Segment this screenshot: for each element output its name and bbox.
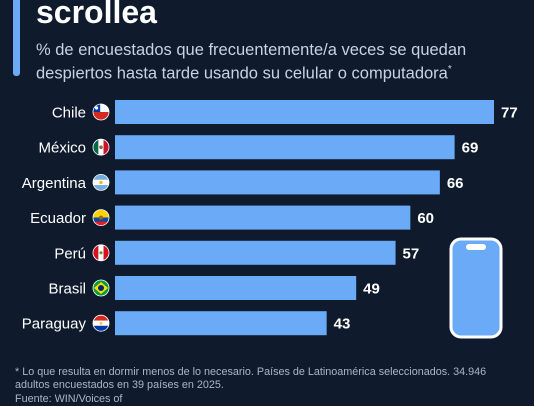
category-label: Argentina: [22, 175, 87, 192]
source: Fuente: WIN/Voices of: [15, 393, 123, 405]
flag-icon: [92, 314, 110, 332]
flag-icon: [92, 174, 110, 191]
chart-title: scrollea: [36, 0, 157, 30]
bar-row-3: [115, 170, 440, 195]
bar-row-5: [115, 240, 396, 265]
flag-icon: [92, 138, 110, 156]
flag-icon: [92, 209, 110, 226]
value-label: 60: [417, 210, 434, 227]
category-label: Paraguay: [22, 316, 87, 333]
value-label: 66: [447, 175, 464, 192]
flag-icon: [92, 103, 110, 121]
bar-row-4: [115, 205, 411, 230]
bar-chart: Chile 77 México 69 Argentina 66 Ecuador 60 Perú 5…: [22, 100, 518, 336]
accent-bar: [13, 0, 20, 76]
value-label: 69: [462, 140, 479, 157]
bar-row-2: [115, 135, 455, 160]
value-label: 43: [334, 316, 351, 333]
subtitle-footnote-mark: *: [447, 64, 452, 75]
flag-icon: [92, 279, 110, 297]
bar-row-7: [115, 311, 327, 336]
chart-subtitle: % de encuestados que frecuentemente/a ve…: [36, 40, 516, 84]
value-label: 77: [501, 105, 518, 122]
smartphone-icon: [449, 237, 503, 339]
category-label: Brasil: [48, 281, 86, 298]
flag-icon: [92, 244, 110, 262]
footnote: * Lo que resulta en dormir menos de lo n…: [15, 366, 487, 391]
value-label: 49: [363, 281, 380, 298]
value-label: 57: [403, 245, 420, 262]
category-label: México: [38, 140, 86, 157]
category-label: Perú: [54, 245, 86, 262]
bar-row-1: [115, 100, 494, 124]
category-label: Chile: [52, 105, 86, 122]
bar-row-6: [115, 276, 357, 300]
subtitle-text: % de encuestados que frecuentemente/a ve…: [36, 41, 467, 83]
category-label: Ecuador: [30, 210, 86, 227]
